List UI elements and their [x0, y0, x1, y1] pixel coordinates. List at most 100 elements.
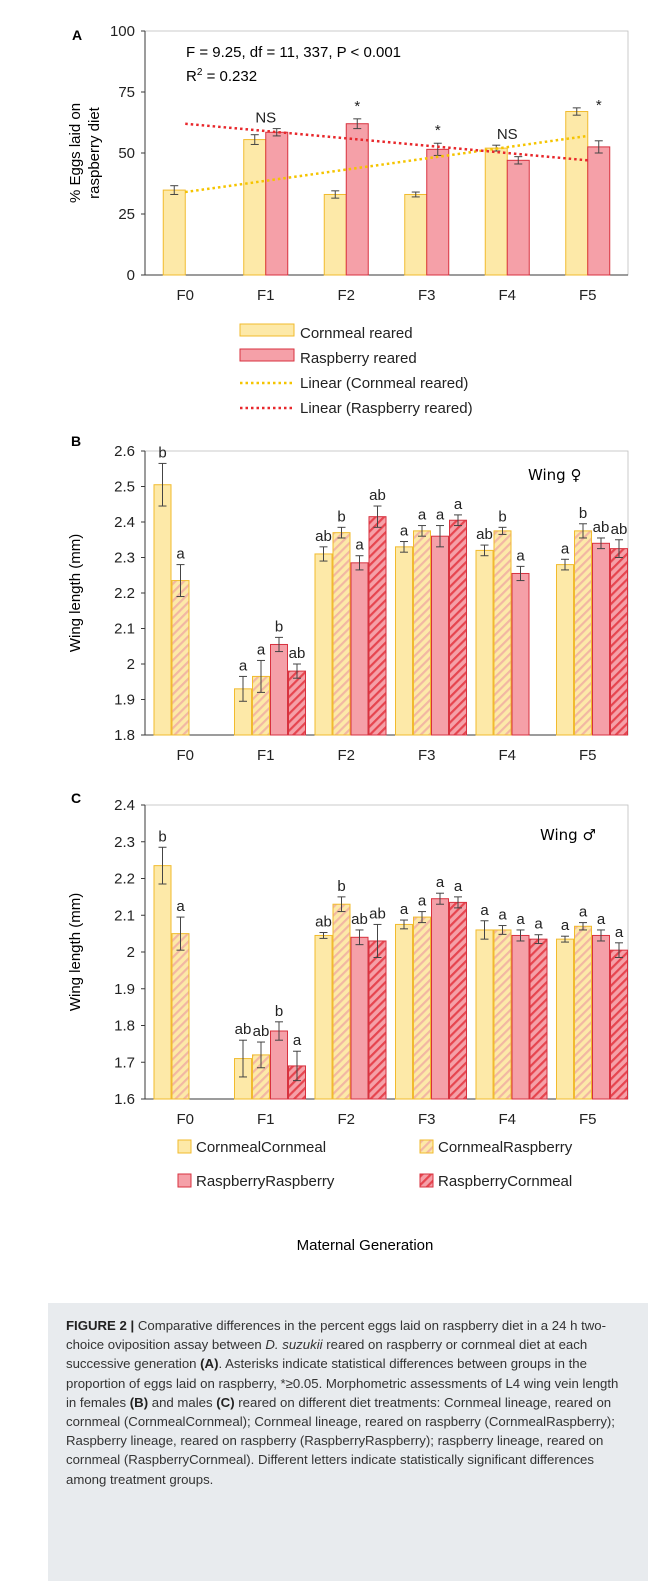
x-axis-title: Maternal Generation — [297, 1237, 434, 1254]
panel-a-x-axis: F0 F1 F2 F3 F4 F5 — [145, 274, 628, 304]
panel-a-y-label: % Eggs laid on raspberry diet — [67, 103, 103, 203]
figure-caption: FIGURE 2 | Comparative differences in th… — [48, 1303, 648, 1581]
bar-cornmealcornmeal — [395, 546, 413, 736]
caption-text-2: reared on raspberry or cornmeal diet at … — [66, 1337, 588, 1372]
panel-b-y-label: Wing length (mm) — [67, 534, 84, 652]
caption-label: FIGURE 2 | — [66, 1318, 135, 1333]
x-tick-label: F5 — [579, 747, 597, 764]
bar-cornmealcornmeal — [556, 564, 574, 736]
legend-swatch-raspberryraspberry — [177, 1173, 192, 1188]
significance-label: * — [596, 97, 602, 114]
x-tick-label: F4 — [498, 287, 516, 304]
y-tick-label: 2.4 — [114, 797, 135, 814]
x-tick-label: F3 — [418, 1111, 436, 1128]
bar-cornmealraspberry — [413, 530, 431, 736]
bar-raspberrycornmeal — [368, 516, 387, 736]
panel-a-stats-line1: F = 9.25, df = 11, 337, P < 0.001 — [186, 44, 401, 61]
significance-letter: a — [418, 893, 427, 910]
y-tick-label: 2.3 — [114, 834, 135, 851]
significance-letter: a — [400, 523, 409, 540]
panel-c-annotation: Wing ♂ — [540, 826, 596, 844]
y-tick-label: 2.4 — [114, 514, 135, 531]
bar-raspberryraspberry — [431, 898, 449, 1100]
bar-raspberryraspberry — [270, 643, 288, 736]
significance-letter: a — [498, 907, 507, 924]
panel-a-bars — [162, 107, 611, 276]
panel-b-x-axis: F0 F1 F2 F3 F4 F5 — [145, 734, 628, 764]
significance-letter: a — [454, 878, 463, 895]
legend-label-raspberryraspberry: RaspberryRaspberry — [196, 1173, 335, 1190]
panel-b-y-axis: 1.8 1.9 2 2.1 2.2 2.3 2.4 2.5 2.6 — [114, 443, 146, 744]
legend-label-cornmealraspberry: CornmealRaspberry — [438, 1139, 573, 1156]
legend-swatch-cornmeal — [239, 323, 295, 337]
bar-raspberrycornmeal — [288, 670, 306, 736]
y-tick-label: 50 — [118, 145, 135, 162]
y-tick-label: 1.8 — [114, 727, 135, 744]
significance-letter: a — [436, 874, 445, 891]
x-tick-label: F1 — [257, 747, 275, 764]
significance-letter: a — [480, 902, 489, 919]
panel-c-x-axis: F0 F1 F2 F3 F4 F5 — [145, 1098, 628, 1128]
caption-ref-b: (B) — [129, 1394, 149, 1410]
significance-letter: a — [579, 904, 588, 921]
bar-cornmeal-reared — [484, 147, 508, 276]
caption-text-1: Comparative differences in the percent e… — [66, 1318, 607, 1353]
bar-raspberry-reared — [506, 159, 530, 276]
bar-raspberrycornmeal — [368, 940, 387, 1100]
significance-letter: a — [597, 911, 606, 928]
significance-letter: ab — [315, 528, 332, 545]
bar-cornmealcornmeal — [153, 484, 172, 736]
significance-letter: ab — [593, 519, 610, 536]
bar-raspberryraspberry — [431, 535, 449, 736]
x-tick-label: F3 — [418, 747, 436, 764]
bar-cornmealraspberry — [493, 929, 512, 1100]
x-tick-label: F0 — [176, 287, 194, 304]
significance-label: NS — [255, 110, 276, 127]
bar-raspberryraspberry — [592, 934, 610, 1100]
legend-swatch-cornmealraspberry — [419, 1139, 434, 1154]
significance-letter: ab — [235, 1021, 252, 1038]
x-tick-label: F1 — [257, 1111, 275, 1128]
significance-letter: a — [293, 1032, 302, 1049]
bar-cornmealraspberry — [332, 532, 351, 736]
legend-label-linear-raspberry: Linear (Raspberry reared) — [300, 400, 473, 417]
x-tick-label: F1 — [257, 287, 275, 304]
caption-species: D. suzukii — [265, 1337, 323, 1353]
significance-letter: b — [158, 828, 166, 845]
significance-letter: a — [561, 540, 570, 557]
bar-raspberry-reared — [345, 123, 369, 276]
significance-letter: ab — [369, 487, 386, 504]
legend-label-cornmealcornmeal: CornmealCornmeal — [196, 1139, 326, 1156]
panel-c-letter: C — [71, 790, 81, 806]
bar-raspberrycornmeal — [610, 949, 628, 1100]
bar-cornmealcornmeal — [395, 923, 413, 1100]
y-tick-label: 1.9 — [114, 692, 135, 709]
bar-cornmealcornmeal — [153, 865, 172, 1100]
bar-raspberryraspberry — [592, 542, 610, 736]
significance-letter: a — [534, 916, 543, 933]
y-tick-label: 1.9 — [114, 981, 135, 998]
panel-a: A F = 9.25, df = 11, 337, P < 0.001 R2 =… — [67, 23, 629, 417]
significance-letter: a — [561, 917, 570, 934]
panel-a-trendlines — [185, 122, 588, 194]
x-tick-label: F4 — [498, 1111, 516, 1128]
legend-swatch-raspberrycornmeal — [419, 1173, 434, 1188]
y-tick-label: 2 — [127, 944, 135, 961]
bar-raspberrycornmeal — [449, 901, 467, 1100]
caption-text-4: and males — [148, 1394, 217, 1410]
legend-label-linear-cornmeal: Linear (Cornmeal reared) — [300, 375, 468, 392]
panel-b-annotation: Wing ♀ — [528, 466, 581, 484]
significance-letter: b — [158, 444, 166, 461]
bar-cornmealraspberry — [574, 925, 592, 1100]
significance-letter: a — [176, 898, 185, 915]
significance-letter: a — [400, 901, 409, 918]
significance-letter: ab — [351, 911, 368, 928]
significance-letter: a — [436, 507, 445, 524]
significance-letter: ab — [315, 914, 332, 931]
panel-c-y-axis: 1.6 1.7 1.8 1.9 2 2.1 2.2 2.3 2.4 — [114, 797, 146, 1108]
legend-label-raspberrycornmeal: RaspberryCornmeal — [438, 1173, 572, 1190]
bar-cornmeal-reared — [243, 139, 267, 276]
bar-cornmealraspberry — [493, 530, 512, 736]
x-tick-label: F0 — [176, 747, 194, 764]
